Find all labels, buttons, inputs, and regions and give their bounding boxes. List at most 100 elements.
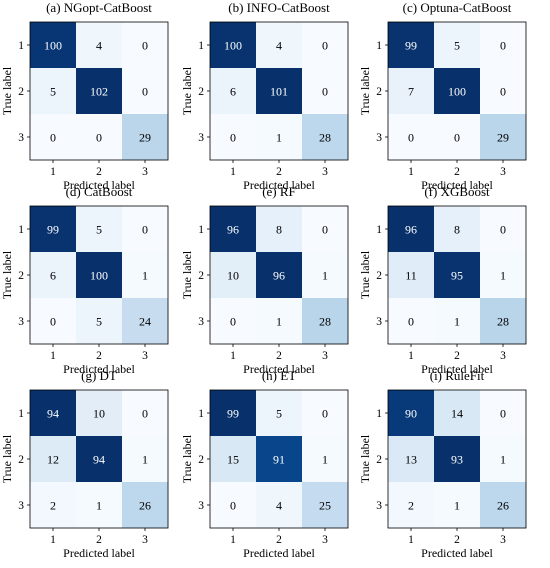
matrix-cell [210, 298, 257, 345]
matrix-cell [480, 206, 527, 253]
x-tick-label: 1 [408, 534, 414, 546]
matrix-cell [302, 482, 349, 529]
matrix-cell [302, 436, 349, 483]
matrix-cell [76, 436, 123, 483]
x-tick-label: 3 [322, 534, 328, 546]
x-tick-label: 3 [142, 350, 148, 362]
cell-value: 0 [500, 85, 506, 99]
matrix-cell [434, 298, 481, 345]
x-tick-label: 3 [500, 350, 506, 362]
matrix-cell [30, 22, 77, 69]
cell-value: 1 [454, 499, 460, 513]
matrix-cell [76, 114, 123, 161]
matrix-cell [434, 22, 481, 69]
x-tick-label: 3 [500, 166, 506, 178]
matrix-cell [76, 390, 123, 437]
cell-value: 1 [500, 453, 506, 467]
confusion-matrix-panel: (f) XGBoost 96 8 0 11 95 1 0 1 28 1 2 3 1 2 3 Predicted … [358, 184, 527, 376]
x-axis-label: Predicted label [243, 362, 315, 376]
matrix-cell [76, 68, 123, 115]
cell-value: 0 [50, 315, 56, 329]
matrix-cell [480, 436, 527, 483]
cell-value: 1 [276, 131, 282, 145]
panel-title: (d) CatBoost [66, 184, 133, 199]
cell-value: 100 [224, 39, 242, 53]
matrix-cell [30, 252, 77, 299]
cell-value: 0 [322, 223, 328, 237]
x-tick-label: 2 [454, 350, 460, 362]
panel-title: (i) RuleFit [430, 368, 485, 383]
cell-value: 2 [50, 499, 56, 513]
cell-value: 0 [322, 407, 328, 421]
matrix-cell [76, 482, 123, 529]
cell-value: 29 [497, 131, 509, 145]
matrix-cell [122, 482, 169, 529]
matrix-cell [302, 68, 349, 115]
matrix-cell [256, 436, 303, 483]
matrix-cell [30, 114, 77, 161]
matrix-cell [480, 482, 527, 529]
matrix-cell [388, 22, 435, 69]
matrix-cell [388, 206, 435, 253]
matrix-cell [122, 22, 169, 69]
panel-title: (a) NGopt-CatBoost [46, 0, 152, 15]
confusion-matrix-panel: (c) Optuna-CatBoost 99 5 0 7 100 0 0 0 29 1 2 3 1 2 3 Pr… [358, 0, 527, 192]
matrix-cell [388, 298, 435, 345]
cell-value: 2 [408, 499, 414, 513]
y-axis-label: True label [0, 434, 14, 483]
y-tick-label: 2 [376, 270, 382, 282]
matrix-cell [434, 206, 481, 253]
cell-value: 1 [322, 269, 328, 283]
cell-value: 5 [50, 85, 56, 99]
matrix-cell [434, 68, 481, 115]
y-tick-label: 3 [198, 316, 204, 328]
x-tick-label: 2 [276, 350, 282, 362]
y-tick-label: 1 [18, 224, 24, 236]
matrix-cell [30, 482, 77, 529]
cell-value: 7 [408, 85, 414, 99]
y-axis-label: True label [180, 434, 194, 483]
y-tick-label: 2 [198, 454, 204, 466]
x-tick-label: 1 [50, 350, 56, 362]
y-tick-label: 2 [18, 270, 24, 282]
cell-value: 28 [497, 315, 509, 329]
panel-title: (c) Optuna-CatBoost [403, 0, 512, 15]
cell-value: 24 [139, 315, 151, 329]
x-tick-label: 3 [322, 166, 328, 178]
matrix-cell [76, 252, 123, 299]
cell-value: 5 [96, 315, 102, 329]
y-tick-label: 3 [198, 132, 204, 144]
matrix-cell [30, 206, 77, 253]
cell-value: 5 [96, 223, 102, 237]
cell-value: 6 [230, 85, 236, 99]
x-tick-label: 2 [96, 166, 102, 178]
y-tick-label: 1 [376, 224, 382, 236]
matrix-cell [210, 22, 257, 69]
cell-value: 93 [451, 453, 463, 467]
matrix-cell [122, 114, 169, 161]
y-tick-label: 2 [18, 86, 24, 98]
cell-value: 0 [408, 315, 414, 329]
matrix-cell [122, 436, 169, 483]
cell-value: 4 [276, 499, 282, 513]
x-axis-label: Predicted label [421, 178, 493, 192]
x-tick-label: 2 [454, 534, 460, 546]
y-tick-label: 3 [18, 500, 24, 512]
matrix-cell [76, 22, 123, 69]
x-tick-label: 2 [96, 534, 102, 546]
y-tick-label: 3 [18, 132, 24, 144]
x-tick-label: 1 [50, 534, 56, 546]
matrix-cell [256, 22, 303, 69]
x-tick-label: 2 [276, 534, 282, 546]
cell-value: 1 [276, 315, 282, 329]
y-tick-label: 1 [18, 408, 24, 420]
cell-value: 8 [454, 223, 460, 237]
matrix-cell [30, 68, 77, 115]
cell-value: 96 [405, 223, 417, 237]
cell-value: 0 [454, 131, 460, 145]
cell-value: 99 [227, 407, 239, 421]
cell-value: 26 [139, 499, 151, 513]
